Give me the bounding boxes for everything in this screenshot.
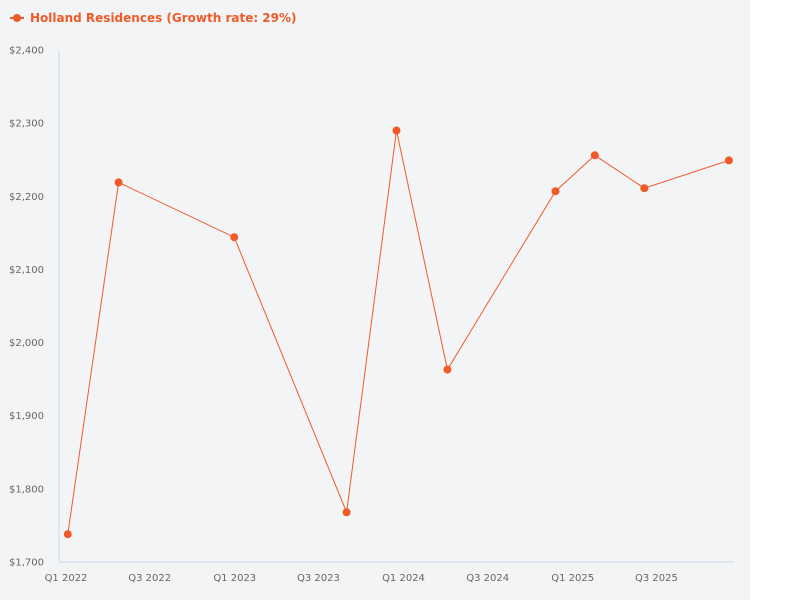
x-tick-label: Q1 2025 <box>551 573 594 584</box>
data-point[interactable] <box>114 178 123 187</box>
legend-item[interactable]: Holland Residences (Growth rate: 29%) <box>10 8 297 28</box>
y-tick-label: $1,800 <box>9 484 44 495</box>
legend-label: Holland Residences (Growth rate: 29%) <box>30 11 297 25</box>
data-point[interactable] <box>392 126 401 135</box>
x-tick-label: Q3 2023 <box>297 573 340 584</box>
x-tick-label: Q3 2022 <box>128 573 171 584</box>
x-tick-label: Q1 2024 <box>382 573 425 584</box>
data-point[interactable] <box>63 530 72 539</box>
y-tick-label: $1,900 <box>9 411 44 422</box>
data-point[interactable] <box>443 365 452 374</box>
data-point[interactable] <box>551 187 560 196</box>
series-line <box>67 130 730 535</box>
x-tick-label: Q3 2024 <box>466 573 509 584</box>
y-tick-label: $2,200 <box>9 192 44 203</box>
chart-panel <box>0 0 750 600</box>
y-tick-label: $2,000 <box>9 338 44 349</box>
data-point[interactable] <box>230 233 239 242</box>
y-tick-label: $2,100 <box>9 265 44 276</box>
y-axis-labels: $1,700 $1,800 $1,900 $2,000 $2,100 $2,200 $2,3… <box>9 46 44 569</box>
legend-marker-icon <box>10 11 24 25</box>
chart-axes <box>58 50 734 563</box>
data-point[interactable] <box>640 184 649 193</box>
series-layer <box>63 126 733 539</box>
y-tick-label: $2,300 <box>9 119 44 130</box>
data-point[interactable] <box>342 508 351 517</box>
y-tick-label: $1,700 <box>9 558 44 569</box>
y-tick-label: $2,400 <box>9 46 44 57</box>
x-axis-labels: Q1 2022 Q3 2022 Q1 2023 Q3 2023 Q1 2024 Q3 20… <box>45 573 678 584</box>
data-point[interactable] <box>590 151 599 160</box>
x-tick-label: Q1 2022 <box>45 573 88 584</box>
x-tick-label: Q3 2025 <box>635 573 678 584</box>
data-point[interactable] <box>724 156 733 165</box>
x-tick-label: Q1 2023 <box>213 573 256 584</box>
